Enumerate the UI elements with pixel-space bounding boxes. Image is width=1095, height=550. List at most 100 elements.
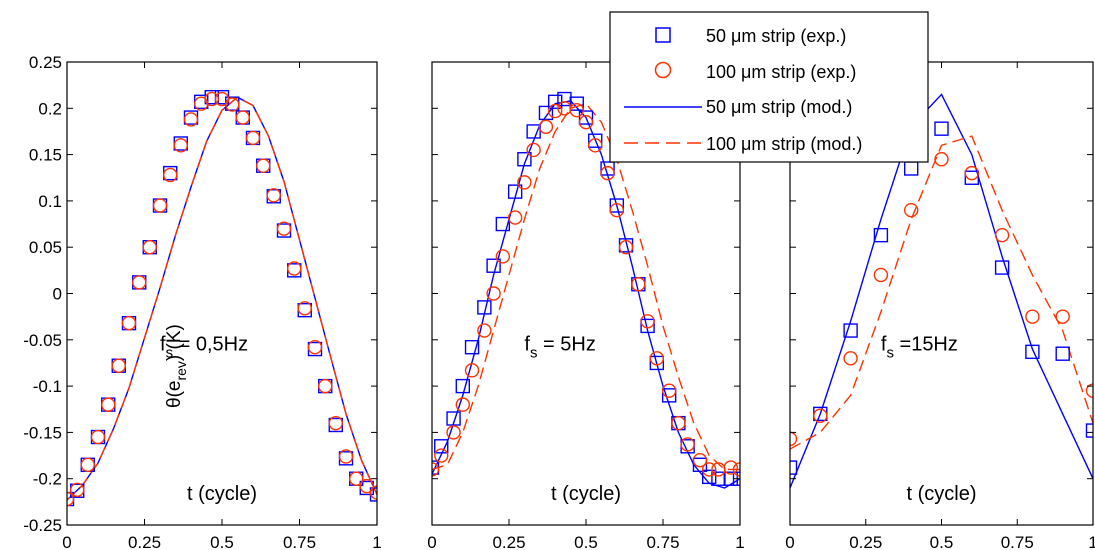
x-tick-label: 0.5	[210, 533, 234, 550]
y-tick-label: 0.2	[38, 99, 62, 118]
data-point-square	[790, 460, 798, 475]
data-point-circle	[680, 437, 695, 452]
x-tick-label: 0	[62, 533, 71, 550]
series-line-dashed	[790, 135, 1093, 450]
y-tick-label: -0.1	[33, 377, 62, 396]
data-point-square	[873, 227, 889, 243]
y-tick-label: 0.05	[29, 238, 62, 257]
data-point-circle	[369, 485, 377, 500]
chart-panel-3: 0 0.25 0.5 0.75 1 fs =15Hz t (cycle)	[785, 61, 1095, 550]
data-point-circle	[464, 363, 480, 378]
data-point-circle	[434, 448, 449, 463]
data-point-circle	[256, 158, 271, 173]
data-point-circle	[692, 452, 708, 468]
data-point-square	[464, 340, 480, 355]
data-point-circle	[517, 175, 532, 190]
legend-square-marker	[655, 27, 671, 43]
data-point-circle	[649, 351, 665, 366]
x-tick-label: 0	[785, 533, 794, 550]
x-tick-label: 0	[427, 533, 436, 550]
data-point-circle	[297, 301, 312, 316]
data-point-circle	[245, 130, 261, 146]
x-tick-label: 0.5	[574, 533, 598, 550]
data-point-square	[692, 457, 708, 473]
data-point-circle	[328, 415, 343, 431]
x-axis-label: t (cycle)	[187, 483, 257, 505]
data-point-circle	[538, 119, 554, 135]
data-point-circle	[235, 110, 250, 125]
data-point-circle	[446, 425, 461, 440]
data-point-circle	[80, 457, 95, 473]
data-point-circle	[702, 462, 717, 477]
data-point-circle	[904, 202, 919, 218]
legend-entry-1: 50 μm strip (exp.)	[655, 26, 846, 46]
plot-content	[67, 89, 377, 507]
data-point-square	[1085, 423, 1093, 438]
annotation-subscript: s	[886, 344, 894, 361]
data-point-circle	[1055, 309, 1070, 324]
data-point-circle	[486, 286, 501, 301]
data-point-circle	[640, 314, 655, 329]
annotation-subscript: s	[530, 344, 538, 361]
data-point-circle	[70, 482, 85, 498]
y-tick-label: 0.15	[29, 146, 62, 165]
data-point-circle	[1085, 383, 1093, 398]
data-point-circle	[163, 167, 178, 183]
data-point-circle	[618, 239, 634, 255]
data-point-circle	[526, 142, 541, 158]
y-axis-label-tail: ) (K)	[164, 324, 185, 361]
annotation-symbol: f	[160, 333, 166, 355]
legend-box	[609, 11, 929, 163]
annotation-symbol: f	[524, 333, 530, 355]
data-point-square	[1025, 344, 1040, 360]
legend-entry-4: 100 μm strip (mod.)	[624, 134, 862, 154]
data-point-square	[994, 260, 1010, 275]
data-point-circle	[101, 397, 116, 412]
plot-content	[790, 93, 1093, 489]
y-tick-label: -0.05	[23, 331, 62, 350]
x-tick-label: 1	[735, 533, 744, 550]
y-axis-label-main: θ(e	[164, 381, 185, 408]
data-point-circle	[671, 415, 686, 431]
data-point-circle	[183, 112, 199, 127]
data-point-circle	[287, 261, 302, 276]
annotation-symbol: f	[881, 333, 887, 355]
data-point-circle	[964, 165, 979, 181]
data-point-circle	[495, 249, 511, 264]
data-point-circle	[578, 114, 594, 130]
data-point-square	[526, 124, 541, 139]
data-point-circle	[266, 188, 281, 203]
legend-entry-2: 100 μm strip (exp.)	[654, 61, 856, 82]
data-point-square	[446, 411, 461, 426]
x-tick-label: 0.25	[492, 533, 525, 550]
legend-entry-3: 50 μm strip (mod.)	[624, 97, 852, 117]
x-axis-label: t (cycle)	[551, 483, 621, 505]
data-point-circle	[934, 152, 949, 167]
x-tick-label: 0.25	[849, 533, 882, 550]
data-point-circle	[173, 138, 188, 153]
x-axis-label: t (cycle)	[907, 483, 977, 505]
data-point-square	[495, 216, 511, 232]
annotation-value: =15Hz	[894, 333, 958, 355]
data-point-circle	[631, 277, 646, 292]
data-point-square	[517, 152, 532, 167]
data-point-circle	[455, 397, 470, 412]
data-point-square	[569, 96, 584, 111]
y-tick-label: -0.15	[23, 423, 62, 442]
x-tick-label: 0.5	[930, 533, 954, 550]
frequency-annotation: fs = 0,5Hz	[160, 333, 248, 361]
data-point-circle	[723, 460, 738, 475]
data-point-square	[477, 300, 492, 315]
data-point-square	[1055, 346, 1070, 361]
series-line-dashed	[432, 102, 740, 471]
data-point-circle	[276, 221, 292, 236]
data-point-square	[843, 323, 858, 338]
data-point-circle	[67, 491, 75, 507]
y-tick-label: 0	[53, 285, 62, 304]
data-point-circle	[349, 471, 364, 486]
annotation-subscript: s	[166, 344, 174, 361]
legend-label: 100 μm strip (exp.)	[706, 62, 856, 82]
annotation-value: = 5Hz	[537, 333, 595, 355]
data-point-circle	[90, 429, 106, 445]
data-point-circle	[121, 315, 137, 331]
